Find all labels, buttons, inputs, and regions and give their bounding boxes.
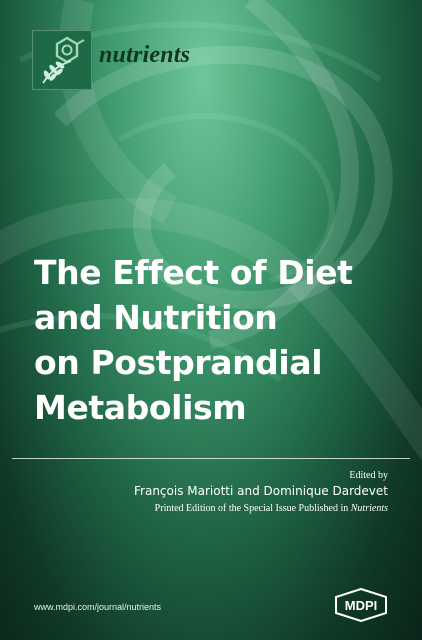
journal-emblem-icon bbox=[42, 36, 85, 84]
journal-name: nutrients bbox=[99, 42, 191, 68]
title-line: Metabolism bbox=[34, 388, 247, 427]
editors-names: François Mariotti and Dominique Dardevet bbox=[134, 484, 388, 498]
printed-edition-prefix: Printed Edition of the Special Issue Pub… bbox=[154, 503, 349, 514]
title-line: and Nutrition bbox=[34, 298, 278, 337]
title-divider bbox=[12, 458, 410, 459]
journal-logo bbox=[32, 30, 92, 90]
publisher-logo: MDPI bbox=[333, 588, 389, 622]
printed-edition-journal: Nutrients bbox=[350, 503, 388, 514]
mdpi-logo-icon: MDPI bbox=[335, 588, 387, 622]
title-line: The Effect of Diet bbox=[34, 253, 353, 292]
title-line: on Postprandial bbox=[34, 343, 323, 382]
publisher-logo-text: MDPI bbox=[345, 598, 378, 613]
edited-by-label: Edited by bbox=[349, 470, 388, 481]
book-title: The Effect of Diet and Nutrition on Post… bbox=[34, 250, 404, 430]
journal-website: www.mdpi.com/journal/nutrients bbox=[34, 602, 162, 612]
printed-edition-note: Printed Edition of the Special Issue Pub… bbox=[155, 503, 388, 514]
